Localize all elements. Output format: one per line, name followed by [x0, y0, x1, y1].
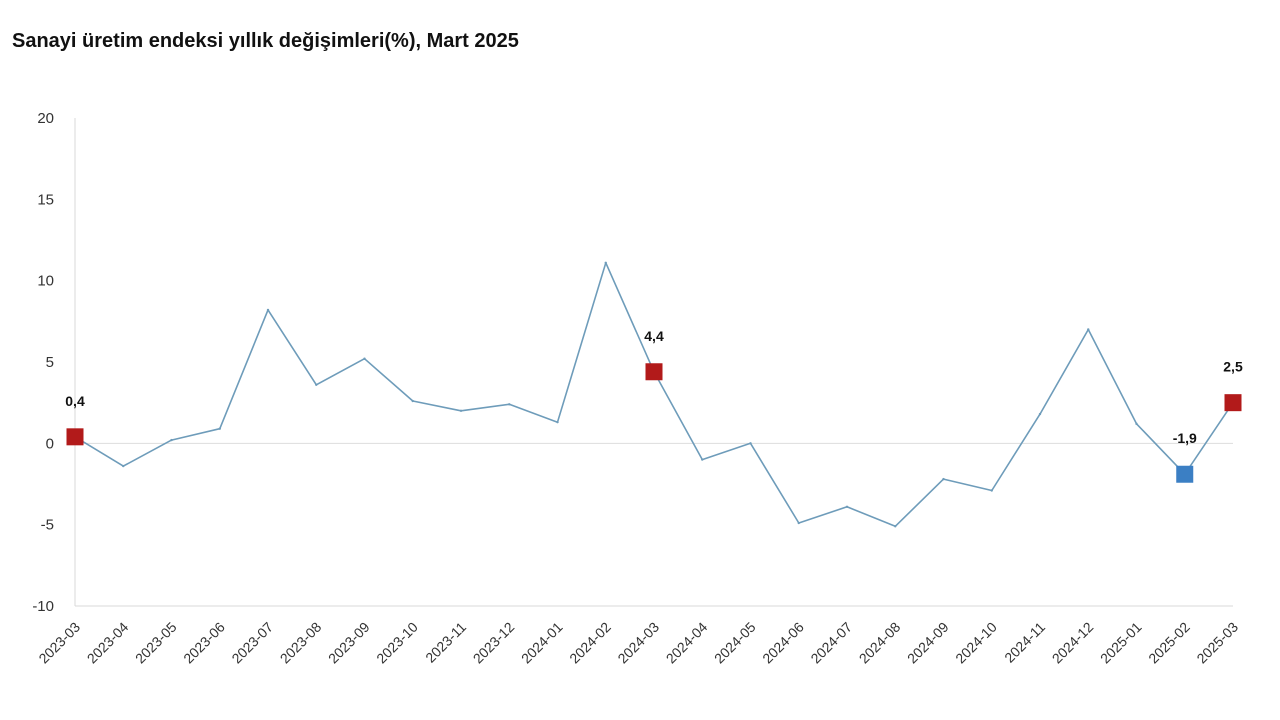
marker-layer [66, 363, 1242, 483]
y-tick-label: 5 [46, 354, 54, 371]
x-tick-label: 2023-12 [470, 619, 518, 667]
data-point [266, 308, 270, 312]
data-point [170, 438, 173, 442]
x-tick-label: 2024-12 [1049, 619, 1097, 667]
x-tick-label: 2024-07 [807, 619, 855, 667]
y-tick-label: -5 [41, 517, 54, 534]
x-tick-label: 2023-03 [35, 619, 83, 667]
x-tick-label: 2023-08 [277, 619, 325, 667]
x-tick-label: 2023-11 [422, 619, 469, 666]
data-point [508, 403, 511, 406]
data-point [218, 427, 221, 430]
highlight-marker [66, 428, 84, 446]
data-point [845, 505, 849, 508]
data-point [315, 383, 318, 386]
series-layer [73, 261, 1235, 528]
data-point [122, 464, 125, 468]
chart-axes [74, 118, 1233, 607]
data-point [556, 420, 559, 424]
x-tick-label: 2025-02 [1145, 619, 1193, 667]
chart-title: Sanayi üretim endeksi yıllık değişimleri… [12, 30, 519, 52]
highlight-marker [1176, 465, 1194, 483]
x-axis-ticks: 2023-03 2023-04 2023-05 2023-06 2023-07 2023-… [35, 619, 1241, 667]
data-point [894, 525, 897, 528]
data-point [604, 261, 607, 264]
x-tick-label: 2024-03 [614, 619, 662, 667]
x-tick-label: 2024-06 [759, 619, 807, 667]
data-point [1038, 412, 1042, 416]
data-point [1087, 328, 1090, 331]
data-label: 2,5 [1223, 359, 1243, 375]
x-tick-label: 2024-08 [856, 619, 904, 667]
data-point [459, 409, 463, 412]
x-tick-label: 2023-06 [180, 619, 228, 667]
x-tick-label: 2023-07 [228, 619, 276, 667]
data-point [363, 357, 366, 360]
highlight-marker [1224, 394, 1242, 412]
data-point [701, 458, 704, 461]
y-tick-label: -10 [32, 598, 54, 615]
x-tick-label: 2023-05 [132, 619, 180, 667]
x-tick-label: 2024-09 [904, 619, 952, 667]
x-tick-label: 2024-05 [711, 619, 759, 667]
data-label: -1,9 [1173, 430, 1197, 446]
data-point [1135, 422, 1138, 426]
data-point [990, 489, 993, 492]
series-line [74, 261, 1234, 528]
x-tick-label: 2025-01 [1097, 619, 1145, 667]
data-label: 0,4 [65, 393, 85, 409]
y-tick-label: 0 [46, 435, 54, 452]
x-tick-label: 2024-11 [1001, 619, 1048, 666]
y-tick-label: 15 [37, 191, 54, 208]
x-tick-label: 2024-04 [663, 619, 711, 667]
x-tick-label: 2023-09 [325, 619, 373, 667]
data-label-layer: 0,4 4,4 -1,9 2,5 [65, 328, 1243, 446]
y-axis-ticks: 20 15 10 5 0 -5 -10 [32, 110, 54, 615]
x-tick-label: 2024-01 [518, 619, 566, 667]
data-point [942, 477, 945, 481]
x-tick-label: 2025-03 [1193, 619, 1241, 667]
data-label: 4,4 [644, 328, 664, 344]
x-tick-label: 2023-10 [373, 619, 421, 667]
highlight-marker [645, 363, 663, 381]
data-point [749, 442, 752, 445]
y-tick-label: 10 [37, 273, 54, 290]
x-tick-label: 2024-10 [952, 619, 1000, 667]
y-tick-label: 20 [37, 110, 54, 127]
x-tick-label: 2024-02 [566, 619, 614, 667]
data-point [797, 521, 800, 525]
data-point [411, 399, 414, 403]
x-tick-label: 2023-04 [84, 619, 132, 667]
